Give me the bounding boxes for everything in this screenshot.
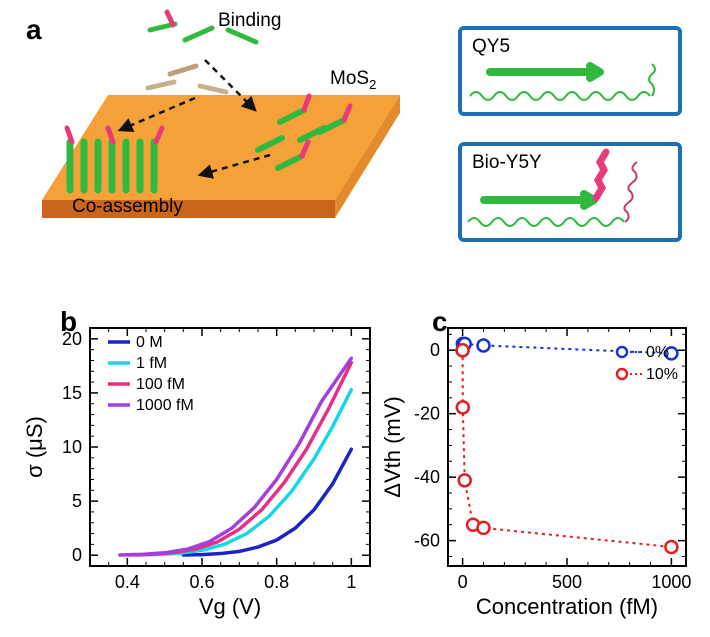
svg-text:-20: -20 <box>414 404 440 424</box>
coassembly-array <box>70 142 154 190</box>
charts-svg: 0.40.60.8105101520Vg (V)σ (μS)0 M1 fM100… <box>0 280 710 637</box>
chart-c: 0 500 1000 -60 -40 -20 0 Concentration (fM) ΔVth… <box>380 328 691 619</box>
svg-text:0.4: 0.4 <box>115 572 140 592</box>
svg-text:0 M: 0 M <box>136 334 163 351</box>
svg-text:0: 0 <box>72 545 82 565</box>
free-peptides <box>148 24 256 92</box>
svg-text:500: 500 <box>552 572 582 592</box>
marker <box>477 522 489 534</box>
series-1 fM <box>135 390 352 555</box>
svg-text:ΔVth (mV): ΔVth (mV) <box>380 396 405 497</box>
svg-text:0.6: 0.6 <box>189 572 214 592</box>
svg-text:0: 0 <box>458 572 468 592</box>
svg-text:100 fM: 100 fM <box>136 376 185 393</box>
svg-text:1000: 1000 <box>651 572 691 592</box>
series-10% <box>463 350 672 547</box>
svg-text:0%: 0% <box>646 344 669 361</box>
svg-text:10: 10 <box>62 437 82 457</box>
svg-text:-60: -60 <box>414 531 440 551</box>
svg-text:15: 15 <box>62 383 82 403</box>
free-peptide-pink <box>167 12 173 25</box>
marker <box>457 401 469 413</box>
marker <box>665 541 677 553</box>
svg-text:0.8: 0.8 <box>264 572 289 592</box>
svg-text:Concentration (fM): Concentration (fM) <box>476 594 658 619</box>
svg-text:20: 20 <box>62 329 82 349</box>
svg-text:10%: 10% <box>646 366 678 383</box>
marker <box>477 339 489 351</box>
figure-root: a Binding MoS2 <box>0 0 710 637</box>
svg-text:1 fM: 1 fM <box>136 355 167 372</box>
panel-a-svg: Binding MoS2 <box>0 0 710 280</box>
binding-label: Binding <box>218 10 281 31</box>
qy5-label: QY5 <box>472 36 510 57</box>
svg-text:σ (μS): σ (μS) <box>22 416 47 478</box>
coassembly-label: Co-assembly <box>72 196 183 217</box>
svg-text:Vg (V): Vg (V) <box>199 594 261 619</box>
bioy5y-label: Bio-Y5Y <box>472 152 542 173</box>
chart-b: 0.40.60.8105101520Vg (V)σ (μS)0 M1 fM100… <box>22 328 370 619</box>
svg-text:1000 fM: 1000 fM <box>136 397 194 414</box>
marker <box>457 344 469 356</box>
svg-text:-40: -40 <box>414 467 440 487</box>
marker <box>459 474 471 486</box>
svg-text:1: 1 <box>346 572 356 592</box>
svg-text:0: 0 <box>430 340 440 360</box>
svg-text:5: 5 <box>72 491 82 511</box>
mos2-label: MoS2 <box>330 68 376 92</box>
